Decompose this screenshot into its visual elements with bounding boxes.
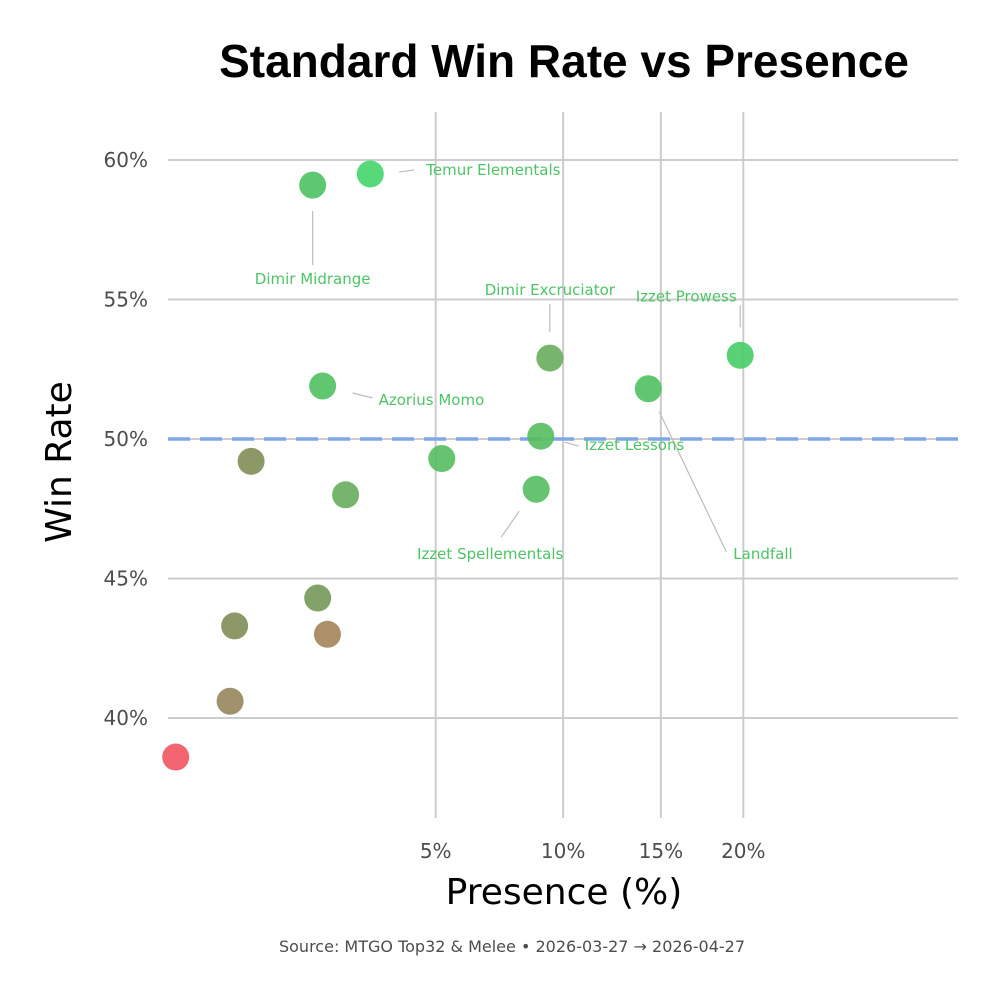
- data-point: [221, 612, 249, 640]
- point-label: Dimir Midrange: [255, 270, 371, 288]
- y-axis-title: Win Rate: [39, 381, 80, 543]
- x-axis-title: Presence (%): [446, 872, 683, 913]
- point-labels: Temur Elementals Dimir Midrange Izzet Prow…: [255, 161, 793, 563]
- y-tick-label: 60%: [104, 148, 148, 172]
- label-leader-line: [399, 169, 415, 173]
- grid: [168, 112, 958, 818]
- x-tick-label: 5%: [420, 839, 452, 863]
- data-point: [237, 447, 265, 475]
- data-point: [313, 620, 341, 648]
- point-label: Landfall: [733, 545, 792, 563]
- y-tick-label: 45%: [104, 567, 148, 591]
- data-point: [726, 341, 754, 369]
- point-label: Izzet Prowess: [636, 287, 737, 305]
- y-tick-label: 50%: [104, 427, 148, 451]
- data-point: [304, 584, 332, 612]
- data-point: [536, 344, 564, 372]
- data-point: [634, 375, 662, 403]
- point-label: Dimir Excruciator: [485, 281, 616, 299]
- data-point: [216, 687, 244, 715]
- data-point: [356, 160, 384, 188]
- label-leader-line: [658, 411, 727, 553]
- y-tick-label: 55%: [104, 288, 148, 312]
- axis-ticks: 40% 45% 50% 55% 60% 5% 10% 15% 20%: [104, 148, 766, 863]
- data-point: [527, 422, 555, 450]
- x-tick-label: 20%: [721, 839, 765, 863]
- source-caption: Source: MTGO Top32 & Melee • 2026-03-27 …: [279, 937, 745, 956]
- point-label: Temur Elementals: [425, 161, 560, 179]
- point-label: Izzet Spellementals: [417, 545, 563, 563]
- x-tick-label: 15%: [639, 839, 683, 863]
- point-label: Azorius Momo: [379, 391, 485, 409]
- point-label: Izzet Lessons: [585, 436, 685, 454]
- x-tick-label: 10%: [541, 839, 585, 863]
- data-point: [309, 372, 337, 400]
- data-point: [332, 481, 360, 509]
- data-points: [162, 160, 754, 771]
- data-point: [162, 743, 190, 771]
- data-point: [522, 475, 550, 503]
- data-point: [299, 171, 327, 199]
- label-leader-line: [500, 510, 520, 538]
- chart-title: Standard Win Rate vs Presence: [219, 35, 909, 87]
- label-leader-line: [564, 441, 579, 447]
- data-point: [428, 445, 456, 473]
- label-leaders: [312, 169, 741, 553]
- y-tick-label: 40%: [104, 706, 148, 730]
- label-leader-line: [352, 392, 373, 399]
